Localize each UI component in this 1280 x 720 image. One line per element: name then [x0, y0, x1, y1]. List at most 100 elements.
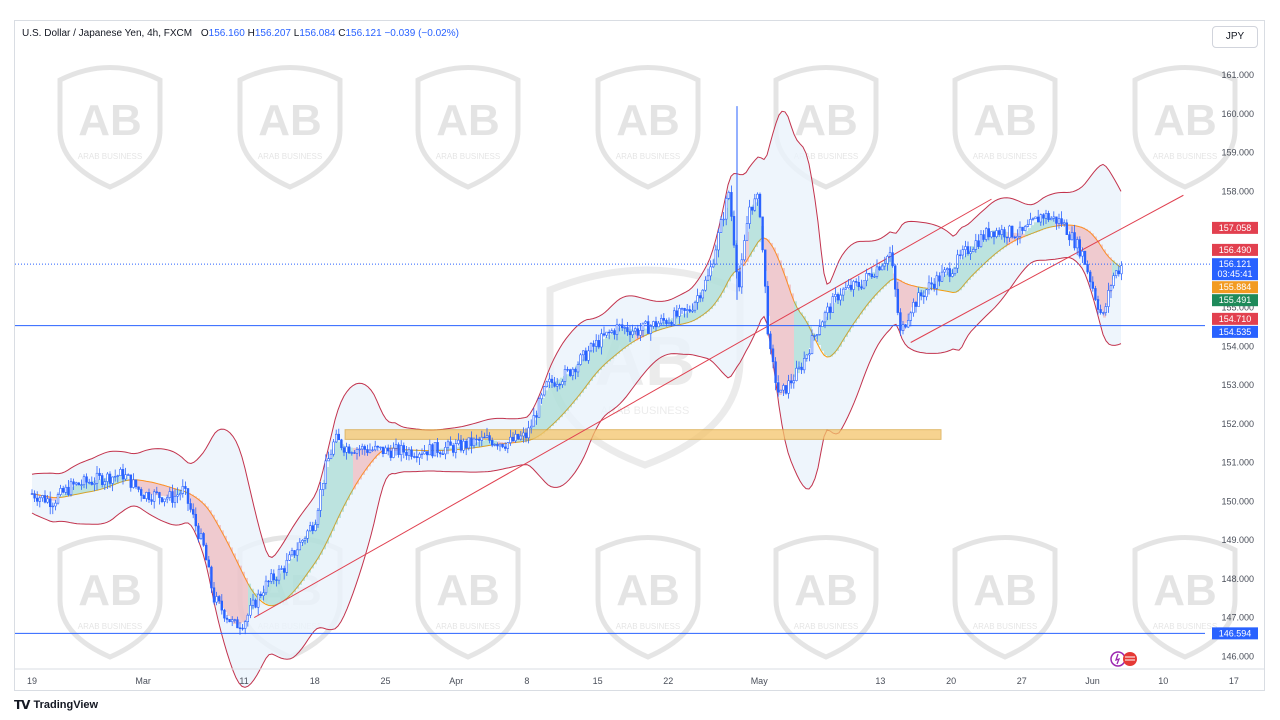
- candle-body: [433, 442, 437, 457]
- trend-cloud-segment: [365, 449, 368, 471]
- trend-cloud-segment: [923, 287, 926, 294]
- alert-icon[interactable]: [1110, 650, 1142, 668]
- candle-body: [457, 439, 460, 444]
- trend-cloud-segment: [293, 554, 296, 593]
- candle-body: [366, 449, 369, 453]
- candle-body: [207, 559, 210, 568]
- watermark-shield: [415, 65, 521, 190]
- trend-cloud-segment: [794, 301, 797, 378]
- price-label-text: 155.491: [1219, 295, 1252, 305]
- trend-cloud-segment: [845, 290, 848, 337]
- candle-body: [1055, 216, 1058, 224]
- candle-body: [516, 433, 520, 440]
- trend-cloud-segment: [695, 300, 698, 320]
- trend-cloud-segment: [281, 570, 284, 603]
- candle-body: [127, 474, 130, 476]
- candle-body: [945, 268, 949, 271]
- trend-cloud-segment: [1079, 226, 1082, 249]
- trend-cloud-segment: [74, 485, 77, 495]
- trend-cloud-segment: [878, 266, 881, 293]
- candle-body: [722, 218, 725, 221]
- candle-body: [332, 441, 335, 455]
- candle-body: [186, 488, 190, 504]
- trend-cloud-segment: [713, 258, 716, 306]
- close-value: 156.121: [345, 28, 382, 39]
- watermark-logo: AB ARAB BUSINESS: [1132, 65, 1238, 190]
- candle-body: [353, 452, 356, 454]
- candle-body: [67, 486, 70, 495]
- y-tick-label: 160.000: [1221, 109, 1254, 119]
- candle-body: [1005, 236, 1009, 239]
- candle-body: [389, 450, 392, 458]
- candle-body: [319, 489, 322, 511]
- low-value: 156.084: [299, 28, 336, 39]
- candle-body: [639, 330, 642, 336]
- trend-cloud-segment: [944, 274, 947, 291]
- trend-cloud-segment: [998, 230, 1001, 252]
- watermark-name: ARAB BUSINESS: [1153, 152, 1217, 161]
- trend-cloud-segment: [608, 334, 611, 362]
- candle-body: [384, 447, 387, 454]
- candle-body: [821, 321, 824, 327]
- candle-body: [446, 441, 450, 448]
- trend-cloud-segment: [980, 238, 983, 268]
- candle-body: [553, 382, 556, 387]
- trend-cloud-segment: [152, 482, 155, 495]
- candle-body: [953, 267, 957, 274]
- x-tick-label: Apr: [449, 676, 463, 686]
- candle-body: [241, 627, 244, 630]
- trend-cloud-segment: [1088, 230, 1091, 272]
- trend-cloud-segment: [899, 279, 902, 322]
- trend-cloud-segment: [266, 584, 269, 605]
- bollinger-fill: [32, 111, 1121, 688]
- trend-cloud-segment: [449, 447, 452, 451]
- trend-cloud-segment: [602, 339, 605, 367]
- candle-body: [1037, 216, 1040, 223]
- brand-name: TradingView: [33, 699, 99, 711]
- watermark-monogram: AB: [973, 566, 1037, 615]
- trend-cloud-segment: [230, 547, 233, 621]
- trend-cloud-segment: [482, 440, 485, 447]
- candle-body: [644, 321, 647, 324]
- candle-body: [568, 369, 572, 376]
- candle-body: [1010, 225, 1014, 238]
- trend-cloud-segment: [1103, 249, 1106, 318]
- candle-body: [306, 530, 309, 539]
- candle-body: [831, 296, 835, 313]
- candle-body: [116, 475, 120, 477]
- candle-body: [522, 432, 525, 437]
- trend-cloud-segment: [38, 494, 41, 496]
- trend-cloud-segment: [767, 239, 770, 316]
- trend-cloud-segment: [800, 312, 803, 369]
- trend-cloud-segment: [698, 295, 701, 319]
- trend-cloud-segment: [221, 530, 224, 608]
- trend-cloud-segment: [887, 256, 890, 284]
- candle-body: [1065, 222, 1069, 235]
- currency-button[interactable]: JPY: [1212, 26, 1258, 48]
- candle-body: [787, 380, 790, 394]
- trend-cloud-segment: [833, 302, 836, 355]
- candle-body: [797, 366, 801, 369]
- trend-cloud-segment: [683, 313, 686, 324]
- trend-cloud-segment: [299, 544, 302, 585]
- candle-body: [769, 333, 772, 350]
- bollinger-basis: [31, 224, 1122, 607]
- trend-cloud-segment: [1028, 228, 1031, 235]
- candle-body: [860, 286, 863, 289]
- watermark-logo: AB ARAB BUSINESS: [415, 535, 521, 660]
- candle-body: [160, 497, 164, 502]
- trend-cloud-segment: [356, 448, 359, 485]
- trend-cloud-segment: [404, 449, 407, 451]
- candle-body: [1112, 275, 1115, 286]
- symbol-legend[interactable]: U.S. Dollar / Japanese Yen, 4h, FXCM O15…: [22, 28, 459, 39]
- candle-body: [264, 580, 268, 594]
- trend-cloud-segment: [332, 448, 335, 532]
- tradingview-logo[interactable]: 𝗧𝗩 TradingView: [14, 698, 98, 712]
- time-axis[interactable]: 19 Mar 11 18 25 Apr 8 15 22 May 13 20 27 Jun 10 17: [15, 668, 1264, 686]
- watermark-logo: AB ARAB BUSINESS: [237, 65, 343, 190]
- candle-body: [181, 486, 184, 494]
- trend-cloud-segment: [755, 202, 758, 247]
- watermark-shield: [773, 535, 879, 660]
- trend-cloud-segment: [359, 448, 362, 480]
